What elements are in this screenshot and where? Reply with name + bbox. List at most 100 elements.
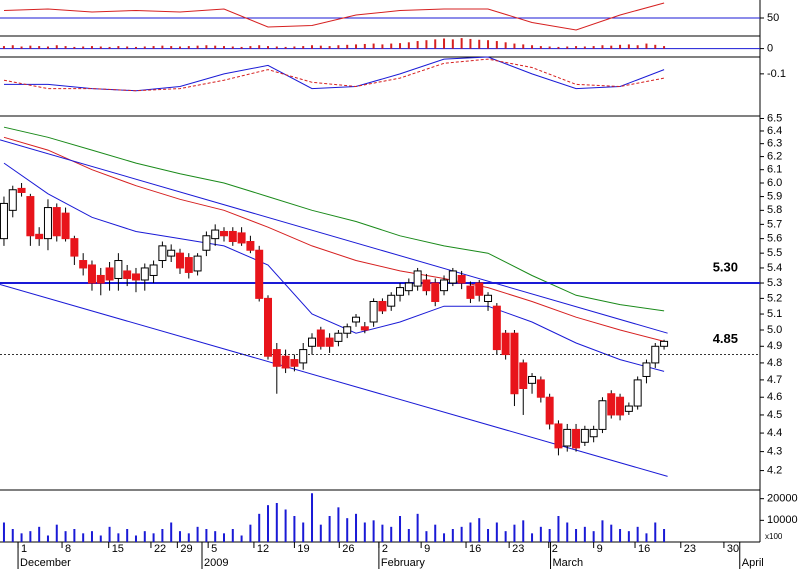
volume-bar (214, 531, 217, 542)
candle-body (246, 241, 255, 251)
line (3, 136, 665, 342)
volume-bar (619, 529, 622, 542)
hist-bar (293, 46, 296, 49)
candle-body (545, 396, 554, 425)
volume-bar (170, 522, 173, 542)
y-tick-label: 20000 (767, 493, 798, 505)
x-tick-label: 8 (65, 543, 71, 555)
candle-body (290, 359, 299, 367)
candle-body (114, 260, 123, 279)
x-tick-label: 30 (727, 543, 739, 555)
candle-body (378, 300, 387, 312)
candle-body (572, 428, 581, 449)
candle-body (492, 305, 501, 351)
volume-bar (187, 533, 190, 542)
hist-bar (46, 46, 49, 49)
x-tick-label: 19 (297, 543, 309, 555)
hist-bar (636, 45, 639, 49)
candle-body (660, 340, 669, 347)
volume-bar (416, 513, 419, 542)
line (3, 2, 665, 31)
candle-body (105, 267, 114, 281)
hist-bar (434, 39, 437, 49)
volume-bar (178, 531, 181, 542)
y-tick-label: 5.1 (767, 308, 782, 320)
volume-bar (302, 522, 305, 542)
hist-bar (399, 43, 402, 49)
hist-bar (592, 46, 595, 49)
hist-bar (495, 41, 498, 49)
volume-bar (407, 529, 410, 542)
volume-bar (601, 520, 604, 542)
month-label: 2009 (204, 557, 228, 569)
candle-body (52, 207, 61, 237)
volume-bar (240, 535, 243, 542)
hist-bar (469, 38, 472, 49)
y-tick-label: 5.6 (767, 233, 782, 245)
hist-bar (522, 44, 525, 49)
line (3, 126, 665, 312)
hist-bar (240, 46, 243, 49)
candle-body (510, 332, 519, 395)
volume-bar (267, 505, 270, 542)
y-tick-label: 0 (767, 43, 773, 55)
volume-bar (152, 533, 155, 542)
candle-body (651, 345, 660, 364)
volume-bar (504, 531, 507, 542)
candle-body (264, 297, 273, 357)
volume-bar (522, 520, 525, 542)
volume-bar (363, 522, 366, 542)
volume-bar (610, 524, 613, 542)
volume-bar (390, 526, 393, 542)
volume-bar (311, 493, 314, 542)
line (0, 139, 668, 334)
hist-bar (82, 46, 85, 49)
volume-unit: x100 (765, 532, 783, 541)
y-tick-label: 4.9 (767, 340, 782, 352)
volume-bar (381, 524, 384, 542)
volume-bar (355, 513, 358, 542)
hist-bar (504, 42, 507, 49)
y-tick-label: 4.5 (767, 409, 782, 421)
hist-bar (557, 46, 560, 49)
volume-bar (99, 535, 102, 542)
volume-bar (399, 516, 402, 542)
hist-bar (152, 46, 155, 49)
volume-bar (20, 533, 23, 542)
volume-bar (2, 522, 5, 542)
candle-body (70, 238, 79, 257)
candle-body (96, 274, 105, 284)
hist-bar (38, 46, 41, 49)
volume-bar (337, 507, 340, 542)
hist-bar (575, 46, 578, 49)
candle-body (175, 252, 184, 269)
x-tick-label: 26 (342, 543, 354, 555)
x-tick-label: 2 (382, 543, 388, 555)
x-tick-label: 2 (552, 543, 558, 555)
month-label: December (20, 557, 71, 569)
candle-body (184, 257, 193, 273)
hist-bar (117, 46, 120, 49)
candle-body (440, 279, 449, 292)
y-tick-label: 6.5 (767, 112, 782, 124)
volume-bar (627, 531, 630, 542)
hist-bar (134, 46, 137, 49)
x-tick-label: 22 (154, 543, 166, 555)
hist-bar (610, 45, 613, 49)
line (4, 56, 665, 92)
volume-bar (425, 531, 428, 542)
y-tick-label: 10000 (767, 514, 798, 526)
candle-body (219, 230, 228, 237)
candle-body (334, 332, 343, 342)
volume-bar (583, 526, 586, 542)
candle-body (79, 260, 88, 269)
hist-bar (64, 46, 67, 49)
hist-bar (99, 46, 102, 49)
y-tick-label: 4.4 (767, 427, 782, 439)
hist-bar (205, 45, 208, 49)
x-tick-label: 16 (638, 543, 650, 555)
y-tick-label: 4.3 (767, 446, 782, 458)
volume-bar (592, 531, 595, 542)
y-tick-label: 6.3 (767, 138, 782, 150)
volume-bar (434, 524, 437, 542)
